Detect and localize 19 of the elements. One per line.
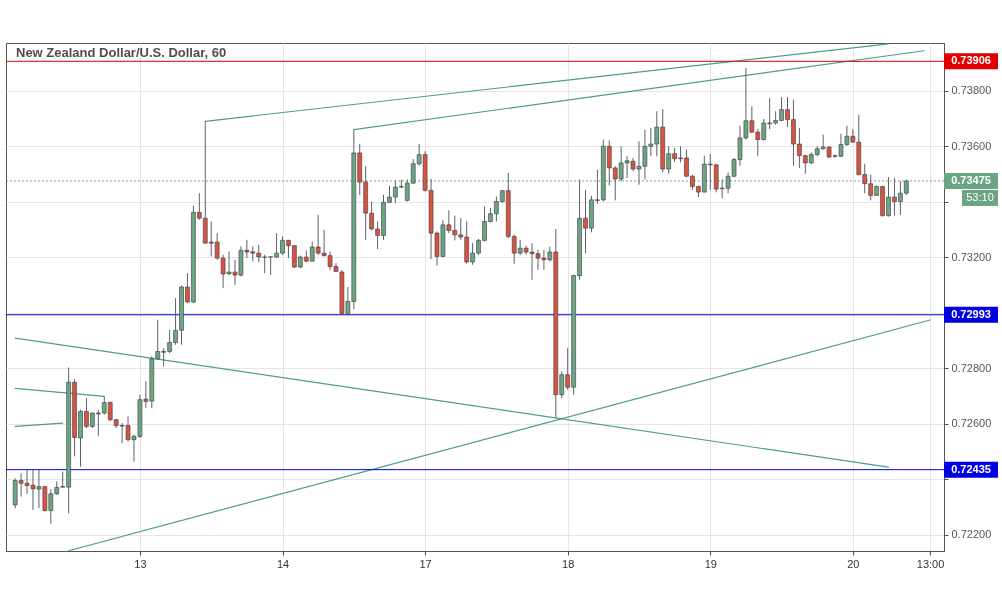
x-tick-label: 14 [276, 557, 290, 570]
text: 53:10 [966, 190, 994, 203]
x-tick-label: 18 [562, 557, 575, 570]
y-tick-label: 0.73800 [951, 84, 992, 97]
ref-line-label: 0.73906 [951, 54, 991, 67]
ref-line-label: 0.73475 [951, 173, 991, 186]
x-tick-label: 19 [704, 557, 717, 570]
ref-line-label: 0.72435 [951, 462, 991, 475]
x-tick-label: 17 [419, 557, 432, 570]
ref-line-label: 0.72993 [951, 307, 991, 320]
x-tick-label: 20 [847, 557, 860, 570]
y-tick-label: 0.72600 [951, 417, 992, 430]
chart-title: New Zealand Dollar/U.S. Dollar, 60 [16, 45, 227, 60]
x-tick-label: 13 [134, 557, 147, 570]
y-tick-label: 0.72800 [951, 361, 992, 374]
y-tick-label: 0.72200 [951, 528, 992, 541]
y-tick-label: 0.73600 [951, 139, 992, 152]
y-tick-label: 0.73200 [951, 250, 992, 263]
x-tick-label: 13:00 [916, 557, 945, 570]
